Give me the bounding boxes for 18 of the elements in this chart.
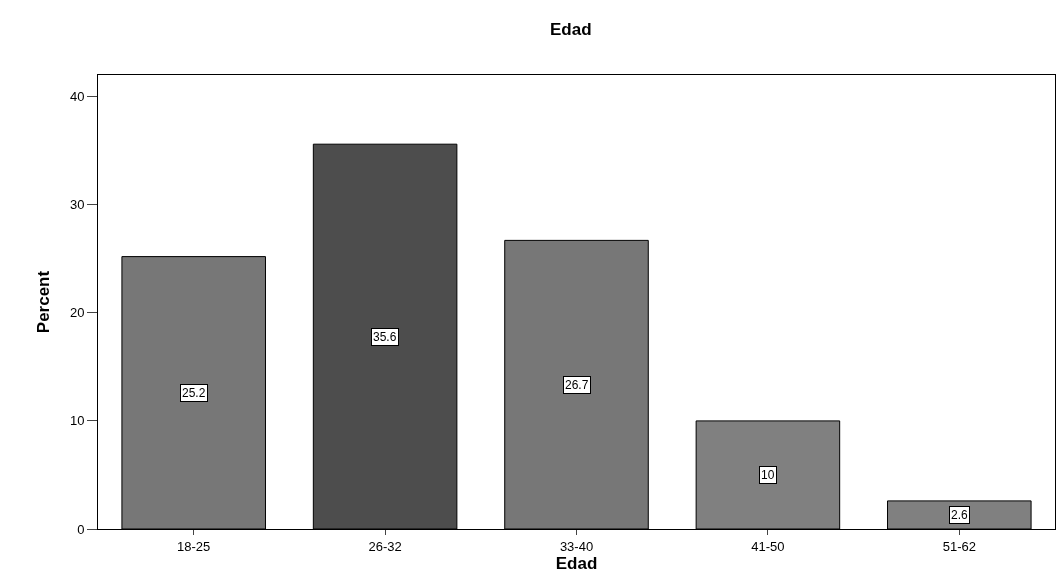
y-tick-label: 20 — [69, 305, 85, 321]
y-tick-label: 0 — [77, 521, 85, 537]
x-axis-title: Edad — [555, 553, 598, 573]
x-tick-label: 51-62 — [942, 538, 976, 554]
y-axis-title: Percent — [34, 270, 54, 334]
data-label: 35.6 — [373, 330, 397, 344]
x-tick-label: 33-40 — [559, 538, 594, 554]
x-tick-label: 26-32 — [368, 538, 402, 554]
chart-title: Edad — [550, 20, 592, 40]
data-label: 10 — [761, 468, 775, 482]
data-label: 2.6 — [951, 508, 969, 522]
data-label: 25.2 — [182, 386, 206, 400]
x-tick-label: 41-50 — [751, 538, 785, 554]
y-tick-label: 40 — [69, 89, 85, 105]
data-label: 26.7 — [565, 378, 589, 392]
y-tick-label: 30 — [69, 197, 85, 213]
x-tick-label: 18-25 — [177, 538, 211, 554]
y-tick-label: 10 — [69, 413, 85, 429]
